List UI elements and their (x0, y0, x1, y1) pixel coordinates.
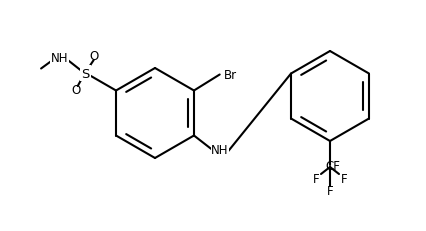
Text: S: S (81, 67, 90, 80)
Text: F: F (313, 173, 320, 186)
Text: NH: NH (51, 52, 69, 65)
Text: NH: NH (211, 143, 229, 156)
Text: F: F (327, 185, 333, 198)
Text: O: O (89, 50, 98, 63)
Text: F: F (341, 173, 347, 186)
Text: CF: CF (325, 159, 340, 172)
Text: O: O (71, 84, 81, 97)
Text: Br: Br (224, 69, 237, 82)
